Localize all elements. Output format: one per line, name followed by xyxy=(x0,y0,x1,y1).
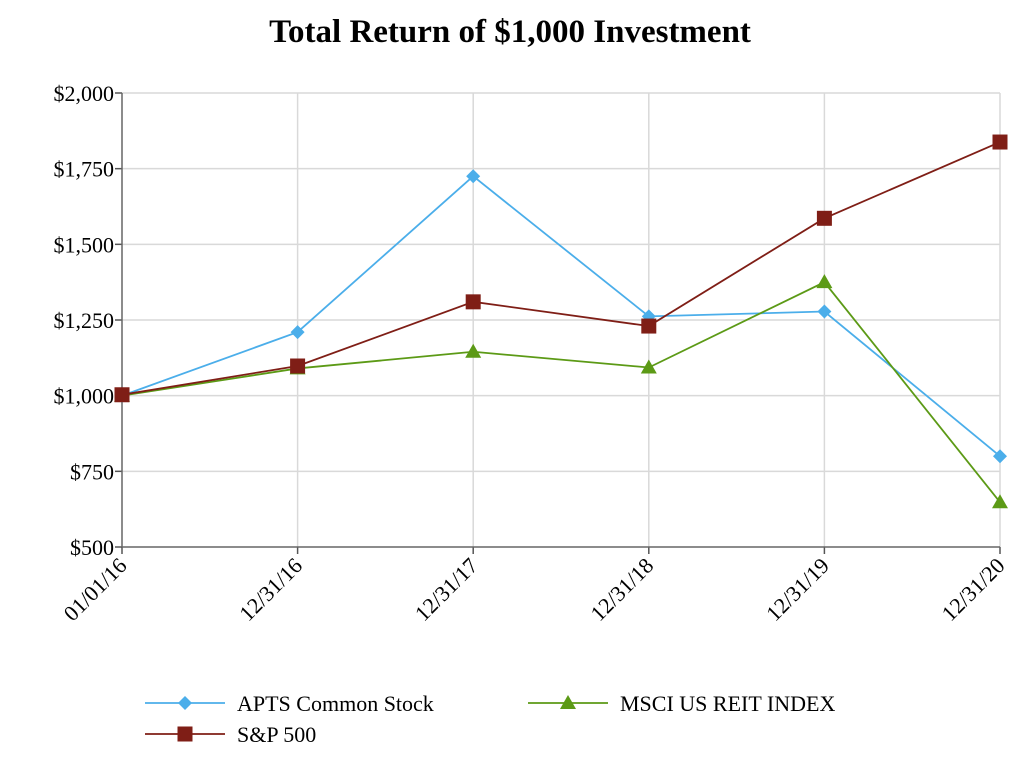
legend-label: APTS Common Stock xyxy=(237,691,434,716)
y-tick-label: $500 xyxy=(70,535,114,560)
data-point xyxy=(290,325,305,340)
data-point xyxy=(993,449,1007,464)
data-point xyxy=(992,134,1008,150)
data-point xyxy=(816,274,833,289)
data-point xyxy=(290,358,306,374)
legend-label: MSCI US REIT INDEX xyxy=(620,691,835,716)
y-tick-label: $2,000 xyxy=(54,81,115,106)
data-point xyxy=(640,359,657,374)
series-1 xyxy=(114,274,1008,509)
series-line xyxy=(121,281,1001,503)
data-point xyxy=(465,294,481,310)
y-tick-label: $750 xyxy=(70,459,114,484)
grid-lines xyxy=(122,92,1001,547)
legend-label: S&P 500 xyxy=(237,722,316,747)
chart-title: Total Return of $1,000 Investment xyxy=(269,14,751,50)
legend-item-0: APTS Common Stock xyxy=(145,691,434,716)
data-point xyxy=(992,494,1008,509)
axes: $500 $750 $1,000 $1,250 $1,500 $1,750 $2,000 01… xyxy=(54,81,1010,626)
x-tick-label: 12/31/19 xyxy=(761,553,834,626)
series-2 xyxy=(114,134,1008,403)
legend: APTS Common Stock MSCI US REIT INDEX S&P 5… xyxy=(145,691,835,747)
legend-item-2: S&P 500 xyxy=(145,722,316,747)
legend-item-1: MSCI US REIT INDEX xyxy=(528,691,835,716)
series-line xyxy=(121,141,1001,396)
data-point xyxy=(466,169,481,184)
legend-marker xyxy=(177,726,193,742)
y-tick-label: $1,000 xyxy=(54,384,115,409)
y-tick-label: $1,500 xyxy=(54,232,115,257)
y-tick-label: $1,250 xyxy=(54,308,115,333)
data-point xyxy=(817,304,832,319)
data-point xyxy=(465,343,482,358)
data-point xyxy=(816,210,832,226)
x-tick-label: 12/31/20 xyxy=(937,553,1010,626)
legend-marker xyxy=(178,696,192,710)
data-point xyxy=(114,387,130,403)
x-tick-label: 12/31/18 xyxy=(585,553,658,626)
data-point xyxy=(641,318,657,334)
x-tick-label: 01/01/16 xyxy=(59,553,132,626)
series-0 xyxy=(115,169,1007,464)
x-tick-label: 12/31/16 xyxy=(234,553,307,626)
legend-marker xyxy=(560,695,576,709)
series-line xyxy=(121,175,1001,457)
x-tick-label: 12/31/17 xyxy=(410,553,483,626)
y-tick-label: $1,750 xyxy=(54,157,115,182)
series-lines xyxy=(114,134,1008,509)
